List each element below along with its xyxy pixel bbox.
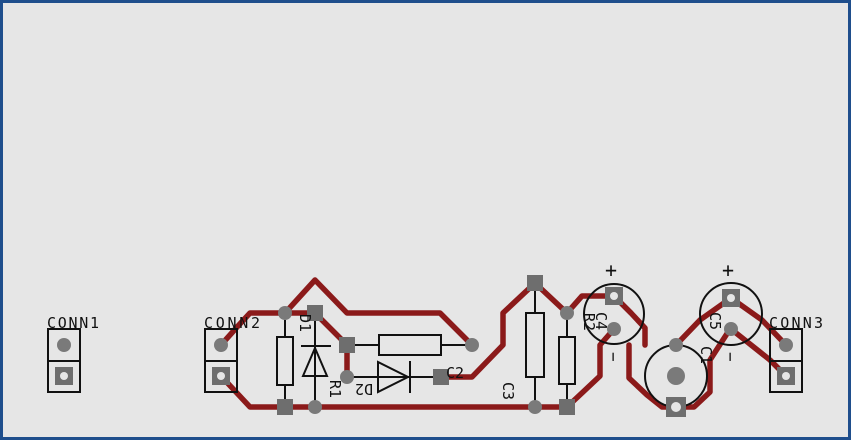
c1-pad-bottom-hole [671,402,681,412]
c5-pad-plus-hole [727,294,735,302]
label-conn1: CONN1 [47,314,99,332]
pads [55,275,795,417]
c5-minus-mark: − [721,352,740,362]
label-c2: C2 [446,364,464,382]
trace-conn2-top [218,277,475,348]
c5-plus-mark: + [722,258,734,282]
d2-pad-left[interactable] [340,370,354,384]
conn2-pad-2-hole [217,372,225,380]
c4-plus-mark: + [605,258,617,282]
c5-outline [699,282,763,346]
conn3-pad-2-hole [782,372,790,380]
r3-body-right [558,336,576,385]
conn1-pad-2-hole [60,372,68,380]
silkscreen [47,282,803,408]
c4-outline [583,283,645,345]
labels: CONN1 CONN2 CONN3 D1 R1 D2 C2 C3 R2 C4 C… [47,258,823,400]
conn2-pad-1[interactable] [214,338,228,352]
r1-body [276,336,294,386]
r1-pad-top[interactable] [278,306,292,320]
d2-pad-right[interactable] [433,369,449,385]
r2-pad-top[interactable] [527,275,543,291]
label-d2: D2 [355,380,373,398]
label-c3: C3 [499,382,517,400]
d1-pad-top[interactable] [307,305,323,321]
r3-pad-bottom[interactable] [559,399,575,415]
c3-body [378,334,442,356]
trace-c3-c4-minus [564,326,617,410]
c4-pad-plus-hole [610,292,618,300]
r2-body-left [525,312,545,378]
d1-pad-bottom[interactable] [308,400,322,414]
label-c5: C5 [706,312,724,330]
label-r2: R2 [580,313,598,331]
label-c1: C1 [697,346,715,364]
label-conn2: CONN2 [204,314,260,332]
conn3-pad-1[interactable] [779,338,793,352]
c4-minus-mark: − [604,352,623,362]
r3-pad-top[interactable] [560,306,574,320]
c5-pad-minus[interactable] [724,322,738,336]
label-c4: C4 [592,312,610,330]
r2-pad-bottom[interactable] [528,400,542,414]
label-d1: D1 [296,314,314,332]
c1-pad-mid[interactable] [667,367,685,385]
c1-pad-top[interactable] [669,338,683,352]
label-r1: R1 [326,380,344,398]
label-conn3: CONN3 [769,314,823,332]
conn1-pad-1-hole [57,338,71,352]
c3-pad-left[interactable] [339,337,355,353]
r1-pad-bottom[interactable] [277,399,293,415]
c4-pad-minus[interactable] [607,322,621,336]
c3-pad-right[interactable] [465,338,479,352]
